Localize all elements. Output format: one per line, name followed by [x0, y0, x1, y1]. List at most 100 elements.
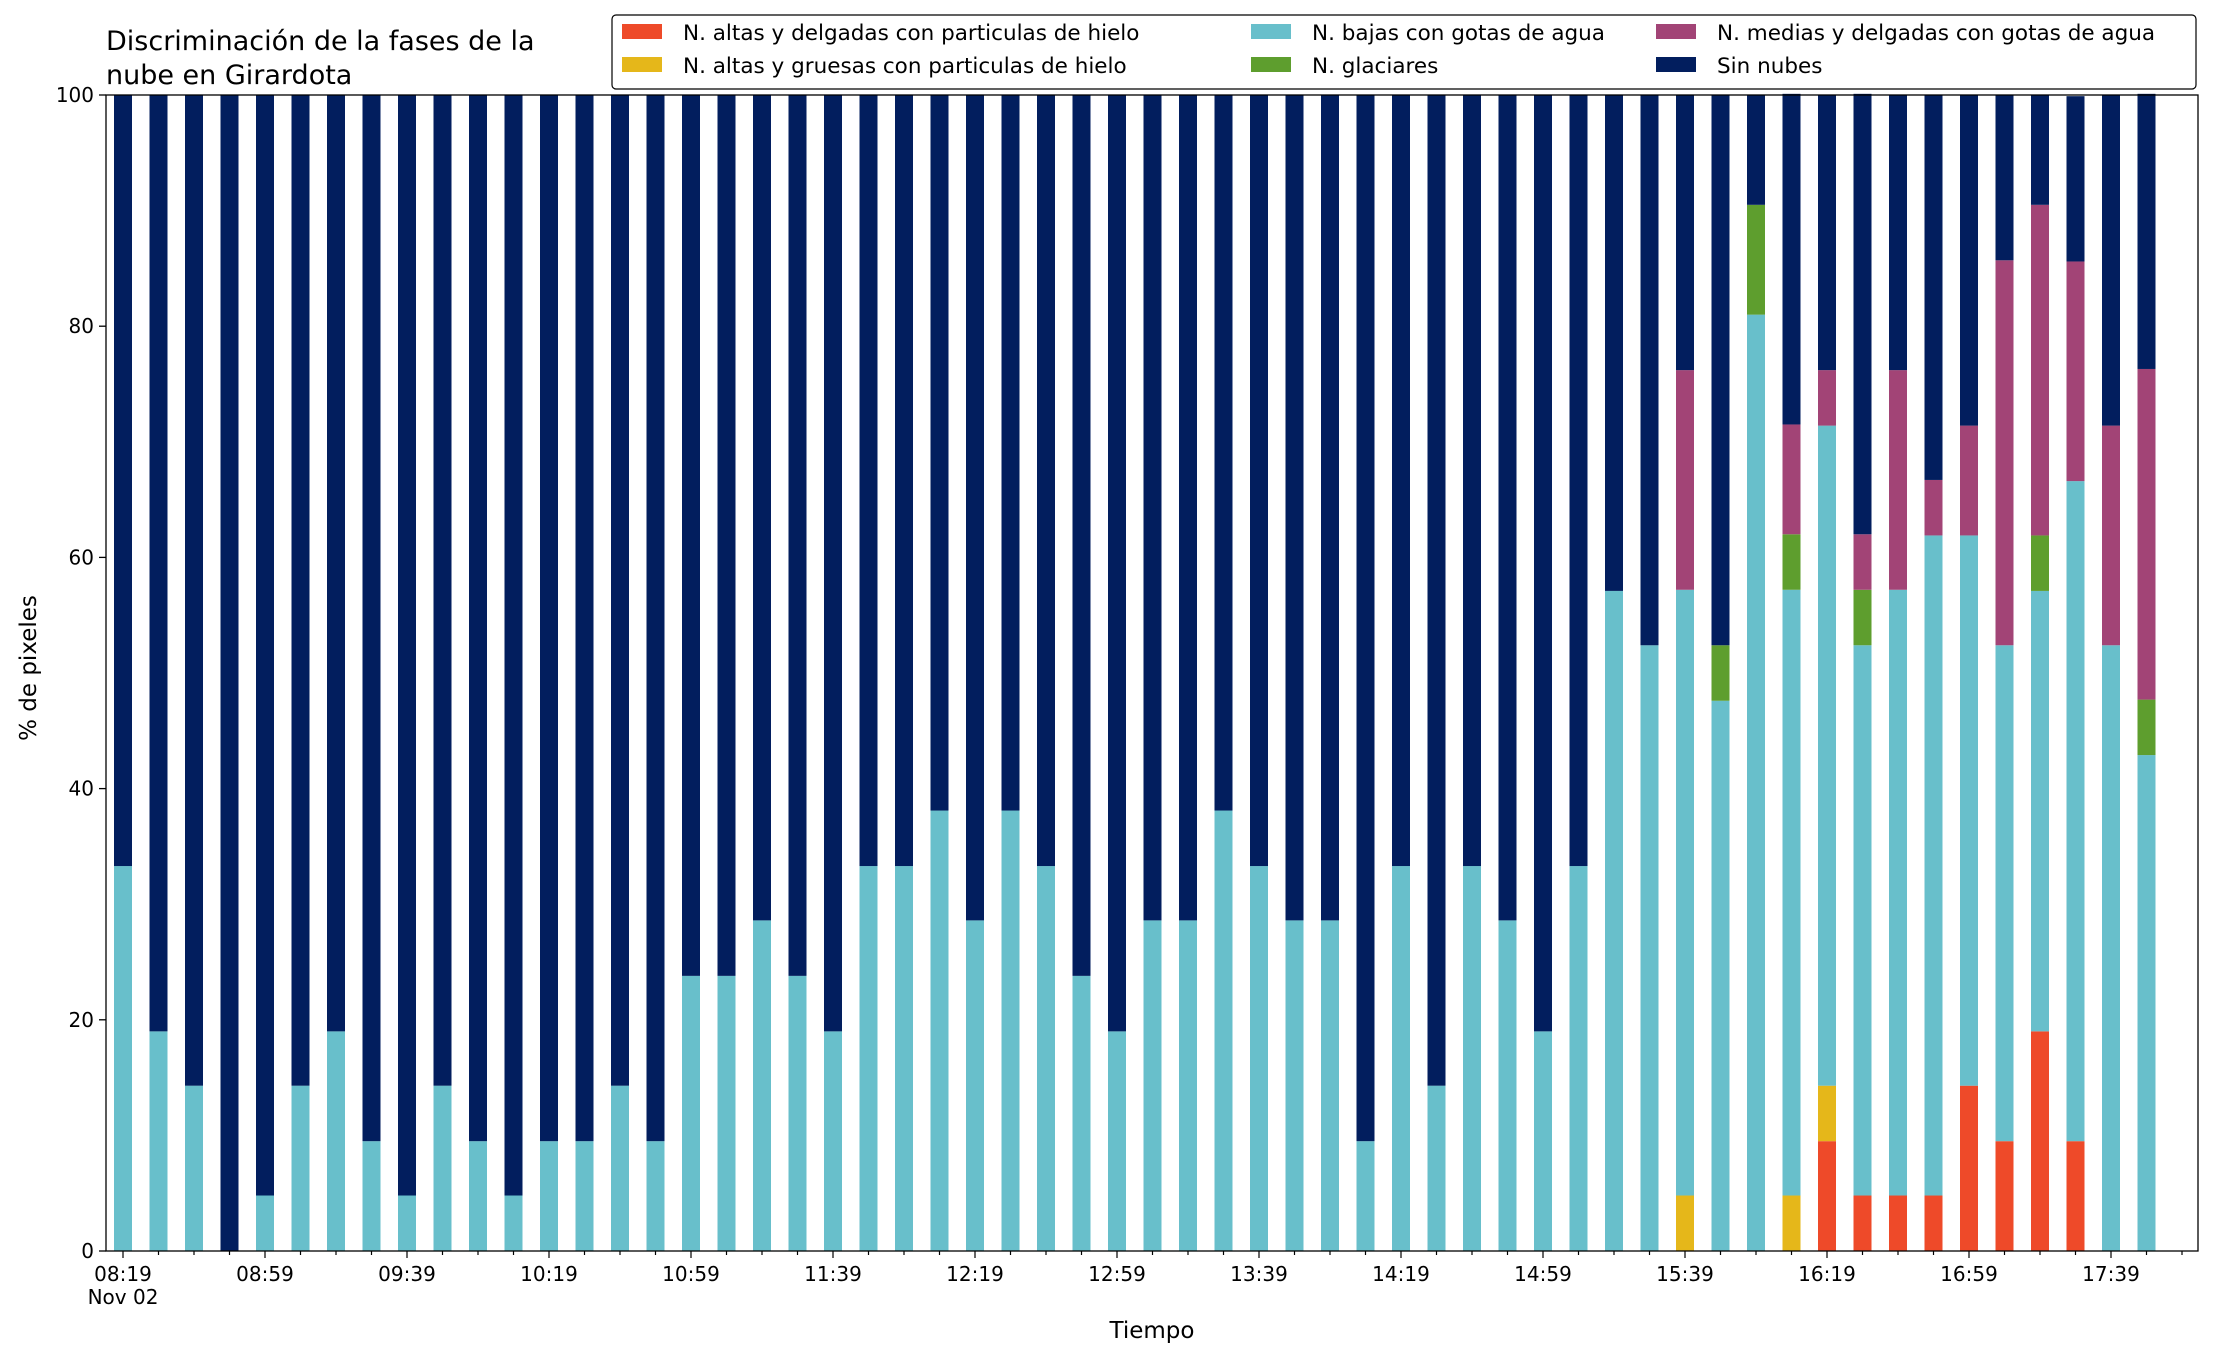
legend-label: N. bajas con gotas de agua — [1312, 21, 1605, 46]
bar-segment — [1676, 1195, 1694, 1251]
y-tick-label: 20 — [69, 1008, 94, 1032]
x-axis: 08:19 08:59 09:39 10:19 10:59 11:39 12:19 12:59… — [88, 1251, 2183, 1309]
bar-segment — [646, 95, 665, 1142]
legend-swatch — [1656, 57, 1696, 72]
bar-segment — [291, 95, 310, 1086]
x-tick-label: 08:19 — [94, 1262, 152, 1286]
bar-segment — [1782, 589, 1801, 1196]
bar-segment — [930, 810, 949, 1251]
x-tick-label: 14:19 — [1372, 1262, 1430, 1286]
bar-segment — [1321, 95, 1339, 921]
bar-segment — [1427, 1085, 1446, 1251]
x-tick-label: 14:59 — [1514, 1262, 1572, 1286]
legend-swatch — [1251, 24, 1291, 39]
bar-segment — [1711, 700, 1730, 1251]
legend-swatch — [622, 24, 662, 39]
bar-segment — [1889, 370, 1907, 590]
legend-label: N. medias y delgadas con gotas de agua — [1717, 21, 2155, 46]
chart-title-line-1: Discriminación de la fases de la — [106, 26, 535, 57]
bar-segment — [1640, 645, 1659, 1251]
bar-segment — [2066, 1141, 2085, 1251]
bar-segment — [1108, 1031, 1126, 1251]
bar-segment — [1960, 535, 1978, 1086]
legend-label: N. altas y gruesas con particulas de hie… — [683, 54, 1127, 79]
bar-segment — [1214, 810, 1233, 1251]
legend-label: Sin nubes — [1717, 54, 1822, 79]
bar-segment — [504, 95, 523, 1196]
bar-segment — [1179, 95, 1197, 921]
bar-segment — [788, 975, 807, 1251]
bar-segment — [1924, 479, 1943, 536]
bar-segment — [682, 95, 700, 976]
bar-segment — [1285, 920, 1304, 1251]
legend: N. altas y delgadas con particulas de hi… — [611, 14, 2197, 90]
bar-segment — [2137, 93, 2156, 369]
x-tick-label: 12:59 — [1088, 1262, 1146, 1286]
bar-segment — [1356, 95, 1375, 1142]
bar-segment — [256, 95, 274, 1196]
bar-segment — [1392, 95, 1410, 867]
bar-segment — [1995, 260, 2014, 646]
bar-segment — [540, 1141, 558, 1251]
bar-segment — [1001, 810, 1020, 1251]
bar-segment — [149, 1031, 168, 1251]
bar-segment — [1037, 866, 1055, 1251]
bar-segment — [1498, 920, 1517, 1251]
bar-segment — [646, 1141, 665, 1251]
bar-segment — [1782, 424, 1801, 535]
bar-segment — [753, 95, 771, 921]
bar-segment — [1889, 589, 1907, 1196]
bar-segment — [2031, 590, 2049, 1032]
bar-segment — [859, 866, 878, 1251]
bar-segment — [220, 95, 239, 1251]
chart-title-line-2: nube en Girardota — [106, 60, 352, 91]
bar-segment — [1463, 95, 1481, 867]
bar-segment — [433, 95, 452, 1086]
bar-segment — [1853, 645, 1872, 1196]
bar-segment — [114, 866, 132, 1251]
bar-segment — [611, 1085, 629, 1251]
x-tick-label: 16:59 — [1940, 1262, 1998, 1286]
bar-segment — [114, 95, 132, 867]
bar-segment — [717, 95, 736, 976]
bar-segment — [1995, 1141, 2014, 1251]
bar-segment — [1285, 95, 1304, 921]
bar-segment — [2102, 425, 2120, 646]
bar-segment — [149, 95, 168, 1032]
bar-segment — [1605, 95, 1623, 591]
bar-segment — [1072, 975, 1091, 1251]
bar-segment — [1747, 95, 1765, 205]
bar-segment — [1214, 95, 1233, 811]
bar-segment — [1889, 95, 1907, 371]
bar-segment — [1818, 1085, 1836, 1142]
bar-segment — [1818, 425, 1836, 1086]
bar-segment — [469, 95, 487, 1142]
bar-segment — [930, 95, 949, 811]
bar-segment — [2066, 96, 2085, 262]
bar-segment — [1108, 95, 1126, 1032]
bar-segment — [1250, 95, 1268, 867]
bar-segment — [1747, 314, 1765, 1251]
plot-area — [105, 93, 2199, 1252]
bar-segment — [824, 1031, 842, 1251]
bar-segment — [398, 1195, 416, 1251]
bar-segment — [1853, 589, 1872, 646]
x-tick-label: 16:19 — [1798, 1262, 1856, 1286]
x-tick-label: 17:39 — [2082, 1262, 2140, 1286]
bar-segment — [362, 95, 381, 1142]
bar-segment — [682, 975, 700, 1251]
bar-segment — [1321, 920, 1339, 1251]
legend-swatch — [622, 57, 662, 72]
bar-segment — [1924, 95, 1943, 480]
bar-segment — [469, 1141, 487, 1251]
x-tick-label: 13:39 — [1230, 1262, 1288, 1286]
legend-swatch — [1656, 24, 1696, 39]
bar-segment — [1924, 535, 1943, 1196]
bar-segment — [1498, 95, 1517, 921]
bar-segment — [1889, 1195, 1907, 1251]
legend-box — [611, 14, 2197, 90]
bar-segment — [895, 95, 913, 867]
bar-segment — [1676, 370, 1694, 590]
bar-segment — [2137, 699, 2156, 756]
